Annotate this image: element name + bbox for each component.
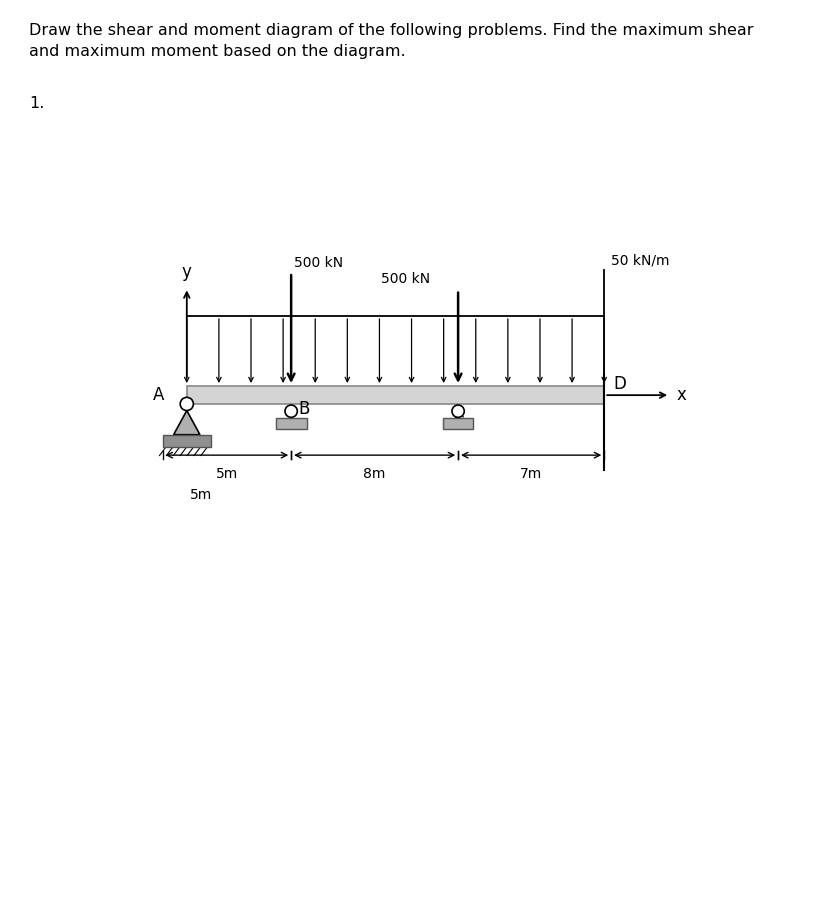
Text: D: D [613, 375, 626, 394]
Text: 1.: 1. [29, 96, 44, 110]
Text: 8m: 8m [364, 467, 385, 481]
Text: Draw the shear and moment diagram of the following problems. Find the maximum sh: Draw the shear and moment diagram of the… [29, 23, 754, 58]
Polygon shape [174, 411, 200, 435]
Text: 500 kN: 500 kN [294, 256, 344, 270]
Text: C: C [452, 415, 464, 432]
Bar [186, 386, 604, 404]
Text: A: A [152, 386, 164, 404]
Circle shape [181, 397, 193, 411]
Circle shape [452, 405, 464, 417]
Circle shape [285, 405, 298, 417]
Text: 50 kN/m: 50 kN/m [611, 254, 670, 268]
Text: y: y [182, 263, 191, 281]
Bar [443, 418, 473, 429]
Text: B: B [298, 400, 310, 418]
Text: 5m: 5m [216, 467, 238, 481]
Text: 500 kN: 500 kN [381, 272, 431, 287]
Bar [163, 435, 211, 446]
Bar [276, 418, 307, 429]
Text: 5m: 5m [190, 488, 212, 502]
Text: x: x [676, 386, 686, 404]
Text: 7m: 7m [520, 467, 543, 481]
